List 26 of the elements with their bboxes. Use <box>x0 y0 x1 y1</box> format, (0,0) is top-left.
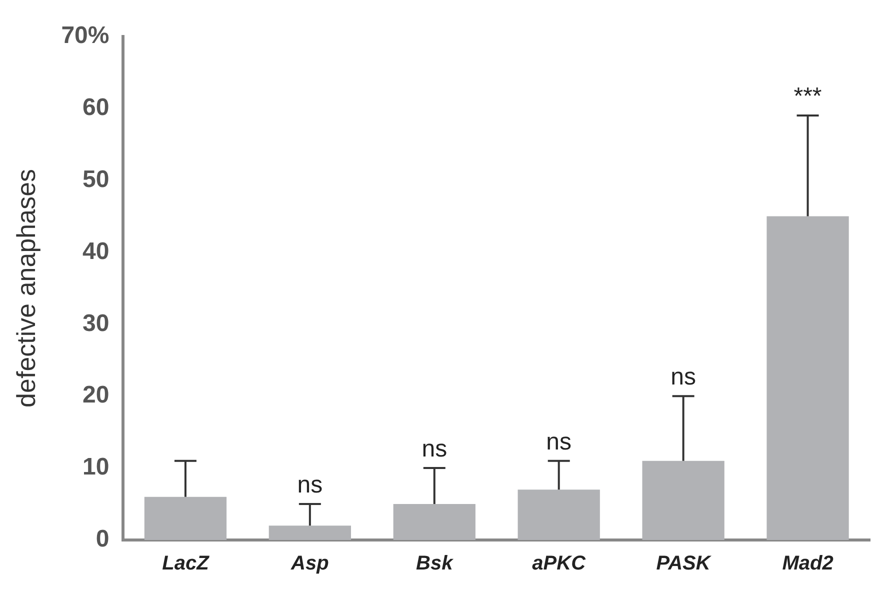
y-tick-label: 30 <box>82 310 110 337</box>
annotation: *** <box>794 83 822 110</box>
y-tick-label: 70% <box>61 22 110 50</box>
annotation: ns <box>297 472 323 499</box>
y-tick-label: 0 <box>96 526 110 553</box>
x-tick-label: Bsk <box>416 552 454 575</box>
y-tick-label: 10 <box>82 454 110 481</box>
y-axis-title: defective anaphases <box>10 168 41 408</box>
bar <box>642 460 724 540</box>
x-tick-label: Mad2 <box>782 552 834 575</box>
annotation: ns <box>670 364 696 391</box>
y-tick-label: 50 <box>82 166 110 193</box>
x-tick-label: PASK <box>656 552 712 575</box>
y-tick-label: 40 <box>82 238 110 265</box>
bar <box>518 490 600 540</box>
bar <box>393 504 476 540</box>
bar <box>268 526 351 540</box>
bar <box>144 496 227 540</box>
x-tick-label: LacZ <box>162 552 210 575</box>
bar <box>766 216 849 540</box>
y-tick-label: 60 <box>82 94 110 121</box>
annotation: ns <box>422 436 448 463</box>
x-tick-label: aPKC <box>532 552 586 575</box>
annotation: ns <box>546 428 572 456</box>
x-tick-label: Asp <box>290 552 329 575</box>
y-tick-label: 20 <box>82 382 110 409</box>
